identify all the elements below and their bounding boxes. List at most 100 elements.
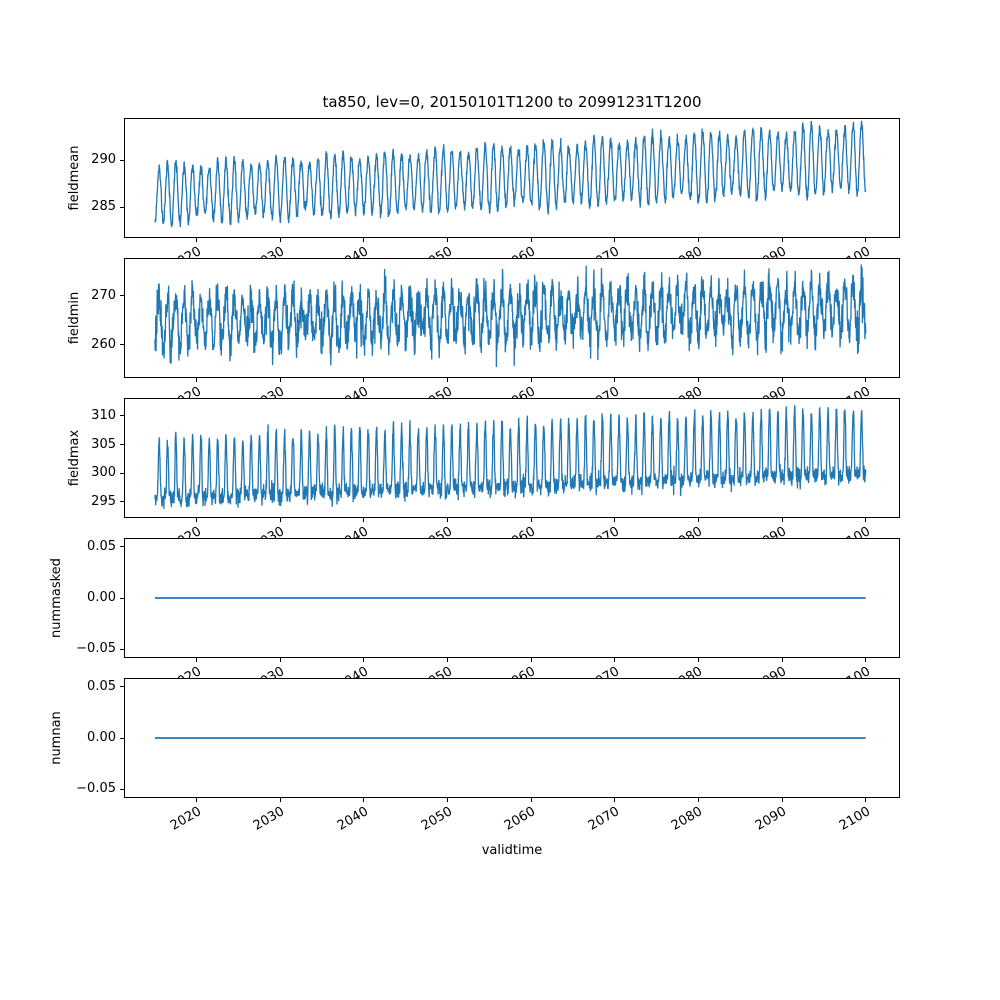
x-tick-mark [781,658,783,662]
x-tick-mark [865,238,867,242]
x-tick-mark [865,798,867,802]
x-tick-mark [781,378,783,382]
x-tick-mark [614,378,616,382]
x-tick-mark [781,798,783,802]
subplot-nummasked-panel [124,538,900,658]
x-tick-mark [363,378,365,382]
y-tick-label: 310 [91,407,116,423]
figure-title: ta850, lev=0, 20150101T1200 to 20991231T… [322,93,702,111]
fieldmin-line [154,264,867,368]
x-tick-mark [530,518,532,522]
x-tick-label: 2070 [585,804,622,834]
y-tick-mark [120,597,124,599]
y-tick-mark [120,501,124,503]
x-tick-mark [781,518,783,522]
x-tick-mark [279,798,281,802]
y-tick-label: 0.00 [87,730,116,745]
x-tick-mark [279,238,281,242]
axes-frame [124,118,900,238]
x-tick-mark [697,518,699,522]
x-tick-mark [196,378,198,382]
y-tick-mark [120,686,124,688]
subplot-fieldmax-panel [124,398,900,518]
y-axis-label-fieldmean: fieldmean [67,145,82,211]
y-tick-label: 270 [91,287,116,303]
subplot-fieldmin-canvas [124,258,900,378]
y-tick-mark [120,788,124,790]
x-tick-mark [447,798,449,802]
y-tick-label: 0.00 [87,590,116,605]
x-tick-mark [447,518,449,522]
subplot-numnan-panel [124,678,900,798]
x-tick-mark [614,658,616,662]
x-tick-mark [530,798,532,802]
y-tick-label: 295 [91,493,116,509]
x-tick-mark [279,518,281,522]
x-tick-mark [196,238,198,242]
x-tick-mark [447,238,449,242]
x-tick-mark [530,238,532,242]
y-tick-mark [120,737,124,739]
subplot-fieldmax-canvas [124,398,900,518]
y-tick-mark [120,159,124,161]
y-tick-mark [120,472,124,474]
x-tick-label: 2030 [251,804,288,834]
fieldmax-line [154,405,867,509]
x-tick-mark [697,798,699,802]
x-tick-label: 2080 [669,804,706,834]
x-tick-mark [865,658,867,662]
x-tick-mark [363,238,365,242]
x-tick-mark [697,238,699,242]
axes-frame [124,678,900,798]
x-tick-mark [530,658,532,662]
y-tick-mark [120,444,124,445]
x-tick-mark [530,378,532,382]
x-tick-label: 2050 [418,804,455,834]
y-tick-label: 260 [91,336,116,352]
x-tick-mark [614,798,616,802]
x-tick-mark [279,378,281,382]
subplot-fieldmean-canvas [124,118,900,238]
y-tick-mark [120,295,124,297]
axes-frame [124,538,900,658]
x-tick-mark [363,798,365,802]
x-tick-mark [279,658,281,662]
axes-frame [124,398,900,518]
y-tick-label: 290 [91,152,116,168]
x-tick-mark [196,518,198,522]
x-tick-mark [447,378,449,382]
y-tick-label: 0.05 [87,538,116,554]
x-tick-mark [363,658,365,662]
y-tick-label: 0.05 [87,678,116,694]
subplot-fieldmin-panel [124,258,900,378]
subplot-nummasked-canvas [124,538,900,658]
y-tick-label: 305 [91,436,116,452]
y-axis-label-fieldmin: fieldmin [67,291,82,345]
x-tick-label: 2100 [836,804,873,834]
x-tick-mark [196,658,198,662]
x-tick-mark [196,798,198,802]
y-tick-mark [120,415,124,417]
x-tick-mark [363,518,365,522]
x-tick-mark [781,238,783,242]
x-tick-label: 2040 [334,804,371,834]
y-tick-label: −0.05 [76,781,116,797]
x-tick-mark [697,658,699,662]
fieldmean-line [154,120,867,228]
x-tick-mark [614,518,616,522]
axes-frame [124,258,900,378]
y-tick-label: 300 [91,465,116,481]
y-tick-mark [120,648,124,650]
y-tick-mark [120,546,124,548]
subplot-numnan-canvas [124,678,900,798]
x-tick-label: 2090 [752,804,790,834]
x-tick-mark [865,378,867,382]
x-tick-mark [865,518,867,522]
x-tick-label: 2020 [167,804,204,834]
x-tick-mark [447,658,449,662]
y-tick-mark [120,206,124,208]
y-tick-label: 285 [91,199,116,215]
x-tick-label: 2060 [502,804,539,834]
